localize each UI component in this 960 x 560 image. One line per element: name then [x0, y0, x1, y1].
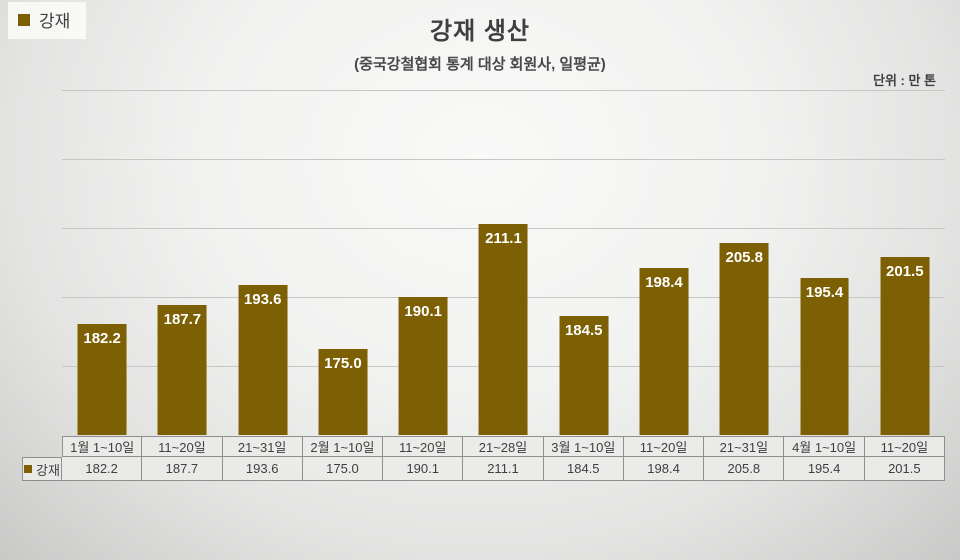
unit-label: 단위 : 만 톤: [872, 73, 936, 88]
bar: 187.7: [157, 304, 207, 435]
bar-value-label: 175.0: [324, 354, 362, 372]
bar: 184.5: [559, 315, 609, 435]
bar-slot: 190.1: [383, 90, 463, 435]
table-category-cell: 11~20일: [623, 436, 705, 457]
table-category-cell: 21~31일: [704, 436, 785, 457]
table-row-label: 강재: [22, 457, 62, 481]
bar-slot: 211.1: [463, 90, 543, 435]
bar: 195.4: [800, 278, 849, 435]
bar-value-label: 211.1: [485, 230, 522, 248]
bar-slot: 182.2: [62, 90, 142, 435]
chart-subtitle: (중국강철협회 통계 대상 회원사, 일평균): [354, 56, 606, 73]
bar-value-label: 187.7: [163, 310, 202, 328]
table-category-cell: 11~20일: [383, 436, 464, 457]
legend: 강재: [8, 2, 87, 39]
table-value-cell: 198.4: [623, 457, 705, 481]
legend-swatch: [18, 13, 30, 26]
bar-slot: 193.6: [223, 90, 303, 435]
table-category-cell: 2월 1~10일: [302, 436, 384, 457]
table-value-cell: 205.8: [704, 457, 785, 481]
bar-value-label: 182.2: [83, 329, 121, 347]
table-category-cell: 3월 1~10일: [543, 436, 624, 457]
bar-slot: 201.5: [865, 90, 945, 435]
bar: 193.6: [238, 284, 288, 435]
bar: 205.8: [719, 242, 769, 435]
bar-slot: 184.5: [544, 90, 624, 435]
bar-series: 182.2 187.7 193.6 175.0 190.1 211.1 184.5 198.4…: [62, 90, 945, 435]
bar-value-label: 195.4: [805, 284, 844, 302]
gridline: [62, 159, 945, 160]
bar-slot: 187.7: [142, 90, 222, 435]
bar-value-label: 184.5: [564, 321, 603, 339]
table-value-cell: 182.2: [62, 457, 143, 481]
bar: 175.0: [318, 348, 368, 435]
bar: 211.1: [478, 224, 528, 435]
bar: 201.5: [880, 257, 930, 435]
bar: 198.4: [639, 268, 689, 435]
bar-value-label: 198.4: [645, 274, 683, 292]
table-category-cell: 4월 1~10일: [784, 436, 865, 457]
chart-title: 강재 생산: [430, 18, 530, 45]
table-category-cell: 11~20일: [142, 436, 223, 457]
table-value-cell: 193.6: [222, 457, 303, 481]
bar-slot: 175.0: [303, 90, 383, 435]
table-value-cell: 201.5: [864, 457, 945, 481]
table-value-cell: 211.1: [463, 457, 544, 481]
table-value-cell: 175.0: [302, 457, 384, 481]
gridline: [62, 90, 945, 91]
bar-value-label: 201.5: [886, 263, 924, 281]
bar: 190.1: [398, 296, 448, 435]
table-value-cell: 184.5: [543, 457, 624, 481]
plot-area: 182.2 187.7 193.6 175.0 190.1 211.1 184.5 198.4…: [62, 90, 945, 435]
legend-label: 강재: [39, 12, 71, 31]
data-table: 강재 1월 1~10일 182.2 11~20일 187.7 21~31일 193.6 2월…: [22, 436, 945, 481]
bar-slot: 205.8: [704, 90, 784, 435]
table-category-cell: 21~31일: [222, 436, 303, 457]
bar: 182.2: [77, 323, 127, 435]
bar-value-label: 190.1: [404, 302, 442, 320]
table-corner-cell: [22, 436, 62, 457]
table-value-cell: 190.1: [383, 457, 464, 481]
bar-value-label: 205.8: [725, 248, 764, 266]
table-category-cell: 11~20일: [864, 436, 945, 457]
table-category-cell: 21~28일: [463, 436, 544, 457]
bar-slot: 195.4: [784, 90, 864, 435]
table-row-label-text: 강재: [36, 462, 60, 478]
table-value-cell: 187.7: [142, 457, 223, 481]
bar-slot: 198.4: [624, 90, 704, 435]
bar-value-label: 193.6: [243, 290, 282, 308]
table-value-cell: 195.4: [784, 457, 865, 481]
series-swatch-icon: [24, 465, 33, 473]
table-category-cell: 1월 1~10일: [62, 436, 143, 457]
